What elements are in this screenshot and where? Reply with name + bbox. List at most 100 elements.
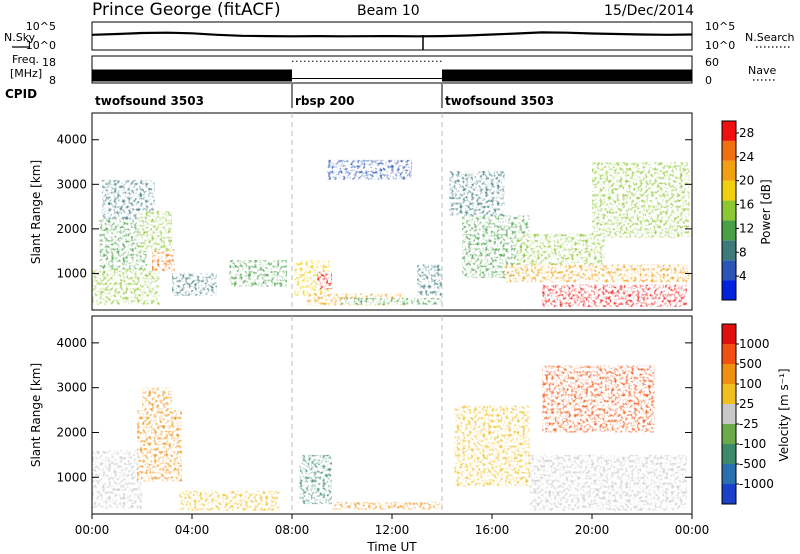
nave-label: Nave (748, 64, 776, 77)
date-label: 15/Dec/2014 (604, 3, 694, 19)
velocity-colorbar-swatch-2 (722, 444, 736, 464)
power-cell-5 (172, 273, 217, 296)
velocity-ytick-label-1: 2000 (56, 425, 87, 439)
noise-frame (91, 21, 693, 51)
velocity-cell-1 (137, 410, 182, 482)
velocity-colorbar-tick-label-4: -25 (739, 417, 759, 431)
power-colorbar-swatch-7 (722, 140, 736, 161)
power-colorbar-label: Power [dB] (759, 179, 773, 244)
power-cell-14 (449, 170, 505, 216)
cpid-program-0: twofsound 3503 (95, 94, 204, 108)
power-cell-0 (92, 268, 160, 305)
noise-right-tick-top: 10^5 (705, 20, 735, 33)
power-colorbar-swatch-1 (722, 260, 736, 281)
velocity-cell-4 (299, 454, 332, 505)
velocity-colorbar-swatch-0 (722, 484, 736, 504)
power-ytick-label-1: 2000 (56, 222, 87, 236)
noise-search-label: N.Search (745, 31, 795, 44)
power-panel: 1000 2000 3000 4000 Slant Range [km] 4 8 12 16… (29, 112, 773, 311)
velocity-colorbar-tick-label-7: -1000 (739, 477, 774, 491)
power-cell-4 (137, 211, 172, 252)
time-tick-label-2: 08:00 (275, 523, 310, 537)
power-cell-12 (417, 264, 442, 296)
velocity-cell-0 (92, 450, 142, 509)
velocity-colorbar-swatch-8 (722, 324, 736, 344)
velocity-colorbar-swatch-1 (722, 464, 736, 484)
power-colorbar-swatch-4 (722, 200, 736, 221)
nave-right-tick-top: 60 (705, 56, 719, 69)
power-colorbar-swatch-5 (722, 180, 736, 201)
velocity-colorbar-frame (721, 323, 737, 505)
velocity-cell-5 (332, 501, 442, 510)
velocity-cell-6 (454, 405, 530, 487)
cpid-label: CPID (5, 87, 37, 101)
noise-sky-label: N.Sky (4, 31, 36, 44)
velocity-colorbar-tick-label-0: 1000 (739, 337, 770, 351)
noise-left-tick-top: 10^5 (26, 20, 56, 33)
velocity-colorbar-swatch-6 (722, 364, 736, 384)
power-cell-11 (342, 297, 442, 305)
velocity-colorbar-label: Velocity [m s⁻¹] (777, 368, 791, 461)
frequency-panel: Freq. [MHz] 18 8 60 0 Nave (10, 53, 776, 87)
power-cell-15 (517, 233, 605, 265)
power-colorbar-tick-label-4: 20 (739, 174, 754, 188)
nave-right-tick-bottom: 0 (705, 74, 712, 87)
power-ytick-label-0: 1000 (56, 266, 87, 280)
velocity-colorbar-swatch-5 (722, 384, 736, 404)
freq-left-tick-bottom: 8 (49, 74, 56, 87)
power-colorbar-swatch-6 (722, 160, 736, 181)
velocity-cell-7 (529, 454, 687, 511)
power-frame (91, 112, 693, 311)
velocity-colorbar-swatch-7 (722, 344, 736, 364)
velocity-ytick-label-2: 3000 (56, 381, 87, 395)
time-tick-label-3: 12:00 (375, 523, 410, 537)
cpid-program-1: rbsp 200 (295, 94, 354, 108)
noise-right-tick-bottom: 10^0 (705, 39, 735, 52)
power-ytick-label-3: 4000 (56, 133, 87, 147)
velocity-colorbar-swatch-3 (722, 424, 736, 444)
velocity-cell-2 (142, 387, 172, 411)
power-colorbar-frame (721, 120, 737, 301)
velocity-colorbar-tick-label-3: 25 (739, 397, 754, 411)
power-cell-3 (152, 248, 175, 272)
time-tick-label-0: 00:00 (75, 523, 110, 537)
velocity-colorbar-tick-label-6: -500 (739, 457, 766, 471)
time-axis: 00:00 04:00 08:00 12:00 16:00 20:00 00:00 (75, 514, 710, 537)
power-colorbar-tick-label-2: 12 (739, 221, 754, 235)
power-colorbar-tick-label-5: 24 (739, 150, 754, 164)
velocity-panel: 1000 2000 3000 4000 Slant Range [km] 1000 50… (29, 315, 791, 515)
power-cell-8 (317, 271, 332, 290)
time-axis-label: Time UT (366, 540, 417, 554)
power-colorbar-swatch-3 (722, 220, 736, 241)
power-cell-10 (327, 159, 412, 180)
power-colorbar-tick-label-3: 16 (739, 198, 754, 212)
power-cell-6 (229, 260, 287, 287)
time-tick-label-1: 04:00 (175, 523, 210, 537)
power-colorbar-tick-label-0: 4 (739, 269, 747, 283)
power-ytick-label-2: 3000 (56, 177, 87, 191)
velocity-cell-8 (542, 365, 655, 433)
velocity-ylabel: Slant Range [km] (29, 363, 43, 467)
velocity-ytick-label-3: 4000 (56, 336, 87, 350)
station-title: Prince George (fitACF) (92, 0, 281, 20)
velocity-colorbar-tick-label-2: 100 (739, 377, 762, 391)
velocity-colorbar-swatch-4 (722, 404, 736, 424)
noise-panel: N.Sky 10^5 10^0 10^5 10^0 N.Search (4, 20, 795, 52)
time-tick-label-4: 16:00 (475, 523, 510, 537)
freq-segment-2 (442, 69, 692, 82)
power-cell-17 (542, 284, 687, 307)
power-colorbar-swatch-2 (722, 240, 736, 261)
velocity-cell-3 (179, 490, 280, 511)
velocity-colorbar-tick-label-1: 500 (739, 357, 762, 371)
beam-label: Beam 10 (357, 3, 420, 19)
velocity-ytick-label-0: 1000 (56, 470, 87, 484)
power-colorbar-tick-label-1: 8 (739, 245, 747, 259)
noise-left-tick-bottom: 10^0 (26, 39, 56, 52)
time-tick-label-6: 00:00 (675, 523, 710, 537)
freq-label-line1: Freq. (12, 53, 39, 66)
power-ylabel: Slant Range [km] (29, 160, 43, 264)
freq-label-line2: [MHz] (10, 67, 42, 80)
power-colorbar-tick-label-6: 28 (739, 126, 754, 140)
noise-sky-series (91, 31, 693, 38)
